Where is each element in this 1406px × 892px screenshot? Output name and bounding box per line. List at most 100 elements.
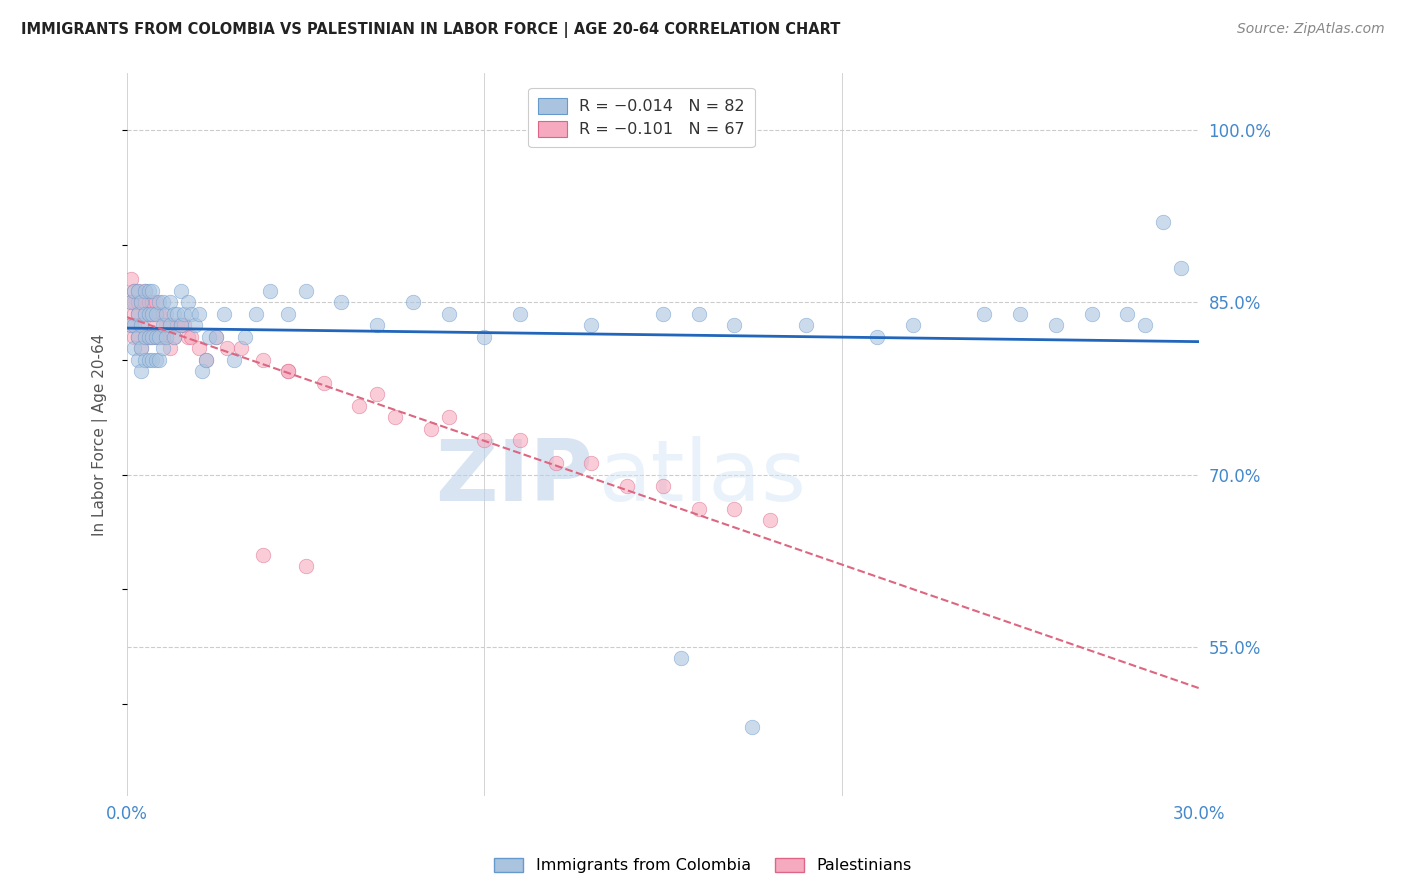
Point [277, 364, 299, 378]
Point [120, 295, 142, 310]
Point [384, 410, 406, 425]
Point [138, 330, 160, 344]
Point [437, 307, 460, 321]
Point [245, 307, 267, 321]
Point [138, 307, 160, 321]
Point [252, 352, 274, 367]
Point [688, 307, 710, 321]
Point [419, 422, 441, 436]
Point [159, 341, 181, 355]
Point [145, 307, 167, 321]
Point [122, 307, 145, 321]
Point [122, 318, 145, 333]
Point [217, 341, 239, 355]
Point [127, 330, 149, 344]
Point [120, 272, 142, 286]
Point [134, 330, 156, 344]
Point [159, 318, 181, 333]
Point [122, 284, 145, 298]
Point [138, 330, 160, 344]
Point [141, 330, 163, 344]
Point [148, 307, 170, 321]
Point [122, 284, 145, 298]
Point [349, 399, 371, 413]
Point [131, 364, 153, 378]
Point [122, 330, 145, 344]
Point [131, 341, 153, 355]
Point [141, 330, 163, 344]
Point [131, 341, 153, 355]
Point [794, 318, 817, 333]
Point [148, 352, 170, 367]
Point [177, 295, 200, 310]
Point [1152, 215, 1174, 229]
Point [145, 307, 167, 321]
Point [131, 318, 153, 333]
Point [127, 352, 149, 367]
Point [581, 318, 603, 333]
Point [616, 479, 638, 493]
Point [330, 295, 353, 310]
Point [145, 295, 167, 310]
Text: ZIP: ZIP [436, 436, 593, 519]
Point [688, 502, 710, 516]
Point [166, 307, 188, 321]
Point [152, 330, 174, 344]
Point [152, 307, 174, 321]
Point [169, 284, 191, 298]
Point [651, 479, 673, 493]
Point [723, 502, 745, 516]
Point [120, 318, 142, 333]
Point [155, 307, 177, 321]
Point [1170, 260, 1192, 275]
Point [173, 307, 195, 321]
Point [191, 364, 214, 378]
Point [134, 284, 156, 298]
Point [131, 295, 153, 310]
Point [259, 284, 281, 298]
Point [544, 456, 567, 470]
Point [162, 330, 184, 344]
Point [366, 318, 388, 333]
Point [1045, 318, 1067, 333]
Point [152, 318, 174, 333]
Point [145, 330, 167, 344]
Point [122, 341, 145, 355]
Point [122, 295, 145, 310]
Point [187, 341, 209, 355]
Point [1116, 307, 1139, 321]
Point [127, 284, 149, 298]
Point [194, 352, 217, 367]
Point [127, 307, 149, 321]
Point [138, 284, 160, 298]
Point [402, 295, 425, 310]
Point [141, 284, 163, 298]
Point [509, 433, 531, 447]
Point [120, 318, 142, 333]
Point [187, 307, 209, 321]
Point [1080, 307, 1102, 321]
Point [148, 295, 170, 310]
Point [127, 295, 149, 310]
Point [294, 559, 316, 574]
Point [131, 318, 153, 333]
Point [162, 330, 184, 344]
Point [162, 307, 184, 321]
Text: atlas: atlas [599, 436, 807, 519]
Point [205, 330, 228, 344]
Legend: R = −0.014   N = 82, R = −0.101   N = 67: R = −0.014 N = 82, R = −0.101 N = 67 [529, 88, 755, 147]
Point [141, 307, 163, 321]
Point [759, 513, 782, 527]
Point [233, 330, 256, 344]
Point [166, 318, 188, 333]
Point [134, 307, 156, 321]
Point [127, 284, 149, 298]
Point [152, 341, 174, 355]
Point [145, 330, 167, 344]
Point [973, 307, 995, 321]
Point [184, 318, 207, 333]
Point [1010, 307, 1032, 321]
Point [145, 352, 167, 367]
Point [134, 295, 156, 310]
Point [134, 352, 156, 367]
